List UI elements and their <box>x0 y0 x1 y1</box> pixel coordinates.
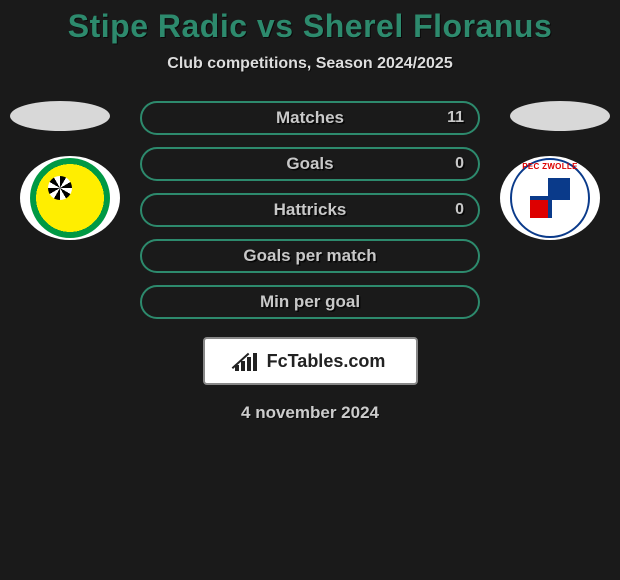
fortuna-sittard-icon <box>30 158 110 238</box>
comparison-area: PEC ZWOLLE Matches 11 Goals 0 Hattricks … <box>0 101 620 423</box>
stat-label: Goals <box>286 154 333 174</box>
stat-row-goals-per-match: Goals per match <box>140 239 480 273</box>
stat-value: 11 <box>447 109 464 127</box>
club-badge-left <box>20 156 120 240</box>
branding-text: FcTables.com <box>267 351 386 372</box>
player-silhouette-left <box>10 101 110 131</box>
stat-label: Min per goal <box>260 292 360 312</box>
club-badge-right: PEC ZWOLLE <box>500 156 600 240</box>
stat-value: 0 <box>455 201 464 219</box>
stat-row-matches: Matches 11 <box>140 101 480 135</box>
zwolle-badge-text: PEC ZWOLLE <box>512 162 588 171</box>
stat-row-hattricks: Hattricks 0 <box>140 193 480 227</box>
bar-chart-icon <box>235 351 261 371</box>
stat-label: Matches <box>276 108 344 128</box>
subtitle: Club competitions, Season 2024/2025 <box>167 55 452 73</box>
stat-row-min-per-goal: Min per goal <box>140 285 480 319</box>
branding-box: FcTables.com <box>203 337 418 385</box>
stats-list: Matches 11 Goals 0 Hattricks 0 Goals per… <box>140 101 480 319</box>
stat-row-goals: Goals 0 <box>140 147 480 181</box>
date-label: 4 november 2024 <box>0 403 620 423</box>
stat-label: Hattricks <box>274 200 347 220</box>
pec-zwolle-icon: PEC ZWOLLE <box>510 158 590 238</box>
stat-value: 0 <box>455 155 464 173</box>
stat-label: Goals per match <box>243 246 376 266</box>
page-title: Stipe Radic vs Sherel Floranus <box>68 8 552 45</box>
player-silhouette-right <box>510 101 610 131</box>
